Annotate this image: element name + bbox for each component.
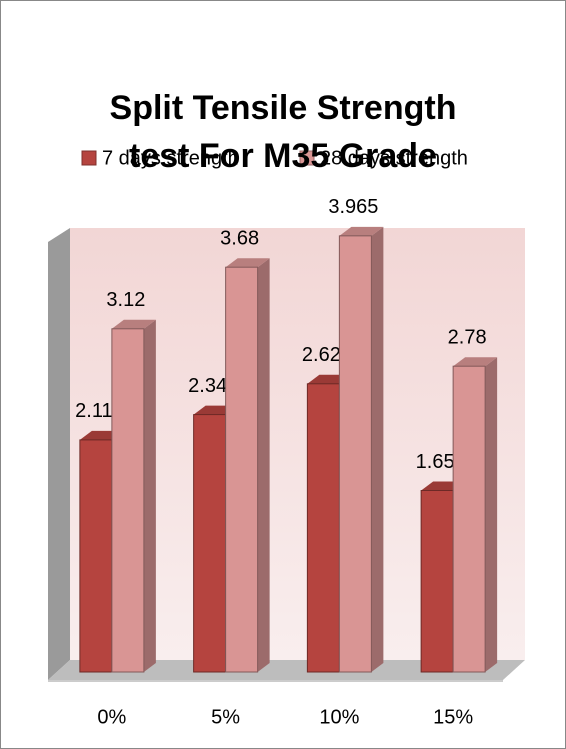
floor bbox=[48, 660, 525, 680]
data-label: 2.34 bbox=[188, 375, 227, 397]
bar bbox=[452, 357, 498, 673]
bar-front bbox=[420, 490, 454, 673]
bar bbox=[225, 258, 270, 673]
bar bbox=[111, 319, 156, 673]
bar-side bbox=[485, 357, 498, 672]
bar bbox=[338, 226, 384, 673]
data-label: 3.68 bbox=[220, 227, 259, 249]
x-tick-label: 10% bbox=[319, 706, 359, 728]
bar-top bbox=[225, 258, 270, 268]
legend-label: 28 days strength bbox=[320, 147, 468, 169]
legend-swatch bbox=[299, 150, 315, 166]
data-label: 3.12 bbox=[106, 289, 145, 311]
bar-front bbox=[306, 383, 340, 673]
x-tick-label: 0% bbox=[97, 706, 126, 728]
legend-swatch bbox=[81, 150, 97, 166]
data-label: 1.65 bbox=[416, 451, 455, 473]
bar-top bbox=[453, 357, 498, 367]
bar-side bbox=[143, 319, 156, 672]
x-tick-label: 15% bbox=[433, 706, 473, 728]
bar-front bbox=[111, 328, 145, 673]
back-wall bbox=[70, 228, 525, 660]
bar-side bbox=[371, 226, 384, 672]
legend-label: 7 days strength bbox=[102, 147, 239, 169]
x-tick-label: 5% bbox=[211, 706, 240, 728]
side-wall bbox=[48, 228, 70, 680]
bar-front bbox=[225, 266, 259, 673]
bar-front bbox=[452, 365, 486, 673]
bar-front bbox=[338, 235, 372, 673]
bar-top bbox=[111, 319, 156, 329]
data-label: 3.965 bbox=[328, 196, 378, 218]
data-label: 2.11 bbox=[75, 400, 112, 422]
bar-side bbox=[257, 258, 270, 672]
bar-front bbox=[79, 439, 113, 673]
bar-top bbox=[339, 226, 384, 236]
data-label: 2.78 bbox=[448, 326, 487, 348]
data-label: 2.62 bbox=[302, 344, 341, 366]
bar-front bbox=[193, 414, 227, 673]
chart-title: Split Tensile Strength test For M35 Grad… bbox=[109, 89, 457, 175]
